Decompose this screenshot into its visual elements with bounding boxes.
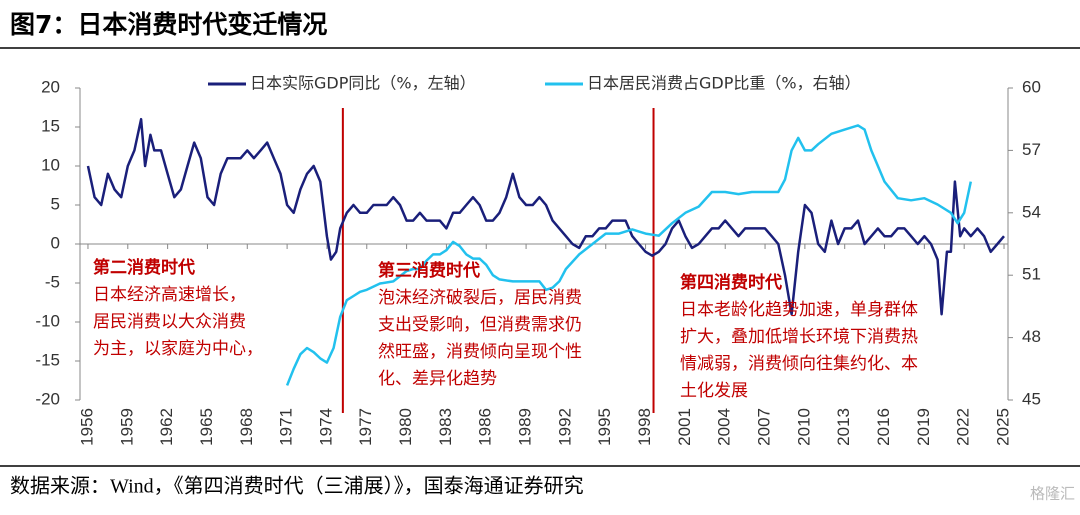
annotation-line: 为主，以家庭为中心， xyxy=(93,339,263,359)
annotation-line: 化、差异化趋势 xyxy=(378,369,497,389)
x-tick-label: 1983 xyxy=(436,408,455,446)
annotation-line: 情减弱，消费倾向往集约化、本 xyxy=(680,354,918,374)
annotation-title: 第二消费时代 xyxy=(93,257,195,278)
x-tick-label: 1956 xyxy=(77,408,96,446)
annotation-line: 支出受影响，但消费需求仍 xyxy=(378,315,582,335)
x-tick-label: 1968 xyxy=(237,408,256,446)
y-tick-label: 5 xyxy=(51,194,60,213)
x-tick-label: 2019 xyxy=(914,408,933,446)
x-tick-label: 2025 xyxy=(994,408,1013,446)
x-tick-label: 2016 xyxy=(874,408,893,446)
x-tick-label: 1974 xyxy=(316,408,335,446)
y-tick-label: 15 xyxy=(41,116,60,135)
y-tick-label: -10 xyxy=(35,311,60,330)
y-tick-label: 0 xyxy=(51,233,60,252)
y2-tick-label: 51 xyxy=(1022,265,1041,284)
y-tick-label: -15 xyxy=(35,350,60,369)
annotation-title: 第四消费时代 xyxy=(680,272,782,293)
x-tick-label: 2013 xyxy=(834,408,853,446)
annotation-line: 日本老龄化趋势加速，单身群体 xyxy=(680,300,918,320)
x-tick-label: 1992 xyxy=(555,408,574,446)
y2-tick-label: 54 xyxy=(1022,202,1041,221)
watermark: 格隆汇 xyxy=(1030,485,1075,503)
annotation-line: 居民消费以大众消费 xyxy=(93,312,246,332)
y2-tick-label: 45 xyxy=(1022,389,1041,408)
annotation-line: 扩大，叠加低增长环境下消费热 xyxy=(680,327,918,347)
series-line xyxy=(285,124,973,386)
x-tick-label: 2004 xyxy=(715,408,734,446)
y-tick-label: -5 xyxy=(45,272,60,291)
legend-label: 日本居民消费占GDP比重（%，右轴） xyxy=(587,74,861,93)
x-tick-label: 2007 xyxy=(755,408,774,446)
y2-tick-label: 48 xyxy=(1022,327,1041,346)
x-tick-label: 1971 xyxy=(277,408,296,446)
y2-tick-label: 57 xyxy=(1022,140,1041,159)
series-line xyxy=(86,117,1005,316)
x-tick-label: 1995 xyxy=(595,408,614,446)
x-tick-label: 1998 xyxy=(635,408,654,446)
annotation-line: 日本经济高速增长， xyxy=(93,285,246,305)
x-tick-label: 1989 xyxy=(516,408,535,446)
x-tick-label: 2010 xyxy=(794,408,813,446)
legend-label: 日本实际GDP同比（%，左轴） xyxy=(250,74,476,93)
y-tick-label: -20 xyxy=(35,389,60,408)
x-tick-label: 1959 xyxy=(117,408,136,446)
x-tick-label: 2001 xyxy=(675,408,694,446)
x-tick-label: 2022 xyxy=(954,408,973,446)
annotation-title: 第三消费时代 xyxy=(378,260,480,281)
x-tick-label: 1986 xyxy=(476,408,495,446)
chart-title: 图7：日本消费时代变迁情况 xyxy=(10,10,327,39)
annotation-line: 土化发展 xyxy=(680,381,748,401)
x-tick-label: 1962 xyxy=(157,408,176,446)
x-tick-label: 1980 xyxy=(396,408,415,446)
y-tick-label: 10 xyxy=(41,155,60,174)
annotation-line: 泡沫经济破裂后，居民消费 xyxy=(378,288,582,308)
source: 数据来源：Wind，《第四消费时代（三浦展）》，国泰海通证券研究 xyxy=(10,475,584,498)
y-tick-label: 20 xyxy=(41,77,60,96)
x-tick-label: 1965 xyxy=(197,408,216,446)
annotation-line: 然旺盛，消费倾向呈现个性 xyxy=(378,342,582,362)
y2-tick-label: 60 xyxy=(1022,77,1041,96)
x-tick-label: 1977 xyxy=(356,408,375,446)
